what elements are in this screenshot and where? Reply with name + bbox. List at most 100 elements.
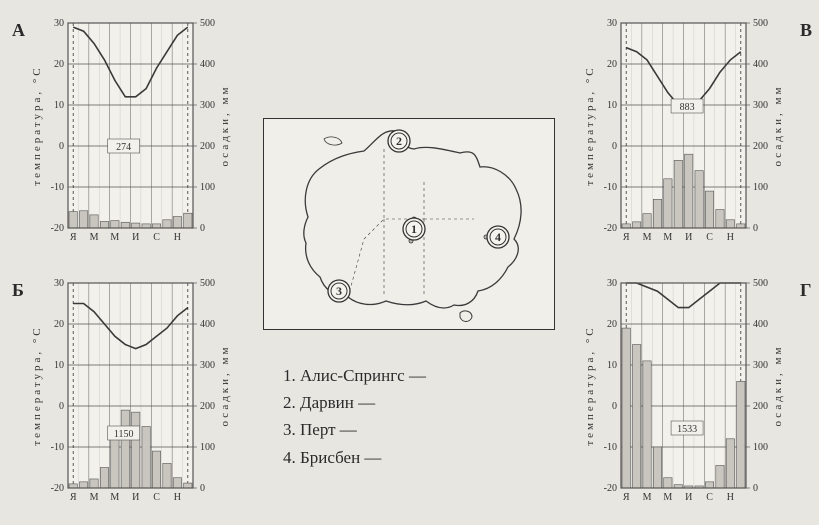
svg-text:И: И [132,492,139,503]
svg-text:М: М [643,232,652,243]
svg-text:С: С [153,492,160,503]
svg-text:400: 400 [753,59,768,70]
svg-text:-10: -10 [604,442,617,453]
climatogram-a: -20-1001020300100200300400500ЯММИСНтемпе… [23,5,238,250]
svg-text:-20: -20 [51,223,64,234]
svg-text:1533: 1533 [677,424,697,435]
svg-text:100: 100 [753,182,768,193]
svg-text:0: 0 [200,483,205,494]
svg-text:200: 200 [753,401,768,412]
svg-text:-20: -20 [604,223,617,234]
climatogram-b: -20-1001020300100200300400500ЯММИСНтемпе… [23,265,238,510]
svg-text:1: 1 [411,222,417,236]
svg-text:500: 500 [753,18,768,29]
svg-text:883: 883 [680,102,695,113]
svg-text:Я: Я [623,232,630,243]
svg-text:300: 300 [200,360,215,371]
svg-text:С: С [706,232,713,243]
svg-text:400: 400 [753,319,768,330]
svg-text:И: И [132,232,139,243]
svg-text:И: И [685,232,692,243]
svg-text:Я: Я [623,492,630,503]
svg-text:500: 500 [753,278,768,289]
svg-text:300: 300 [753,100,768,111]
svg-text:30: 30 [54,278,64,289]
svg-text:М: М [90,232,99,243]
svg-text:-20: -20 [51,483,64,494]
svg-text:Я: Я [70,232,77,243]
svg-text:300: 300 [753,360,768,371]
panel-label-v: В [800,20,812,41]
svg-text:3: 3 [336,284,342,298]
svg-text:Н: Н [727,492,734,503]
svg-text:0: 0 [753,483,758,494]
svg-text:И: И [685,492,692,503]
svg-text:30: 30 [607,278,617,289]
svg-text:-10: -10 [604,182,617,193]
svg-text:С: С [706,492,713,503]
svg-text:10: 10 [54,360,64,371]
svg-text:температура, °C: температура, °C [31,65,43,185]
svg-text:М: М [643,492,652,503]
svg-text:400: 400 [200,319,215,330]
svg-text:20: 20 [607,59,617,70]
legend-item-3: 3. Перт — [283,416,426,443]
legend: 1. Алис-Спрингс — 2. Дарвин — 3. Перт — … [283,362,426,471]
svg-text:30: 30 [607,18,617,29]
svg-text:М: М [663,492,672,503]
svg-text:Н: Н [174,232,181,243]
svg-text:200: 200 [200,141,215,152]
svg-text:20: 20 [607,319,617,330]
svg-text:0: 0 [59,141,64,152]
svg-text:-20: -20 [604,483,617,494]
climatogram-g: -20-1001020300100200300400500ЯММИСНтемпе… [576,265,791,510]
svg-text:осадки, мм: осадки, мм [219,85,231,167]
svg-text:20: 20 [54,59,64,70]
svg-text:Н: Н [727,232,734,243]
svg-text:температура, °C: температура, °C [584,325,596,445]
svg-text:температура, °C: температура, °C [31,325,43,445]
svg-text:500: 500 [200,278,215,289]
svg-text:0: 0 [612,141,617,152]
svg-text:Н: Н [174,492,181,503]
svg-text:200: 200 [200,401,215,412]
svg-text:20: 20 [54,319,64,330]
svg-text:10: 10 [54,100,64,111]
svg-text:10: 10 [607,100,617,111]
svg-text:4: 4 [495,230,501,244]
svg-text:200: 200 [753,141,768,152]
svg-text:М: М [110,492,119,503]
svg-text:10: 10 [607,360,617,371]
svg-text:0: 0 [200,223,205,234]
svg-text:100: 100 [753,442,768,453]
svg-text:500: 500 [200,18,215,29]
svg-text:30: 30 [54,18,64,29]
climatogram-v: -20-1001020300100200300400500ЯММИСНтемпе… [576,5,791,250]
svg-text:М: М [110,232,119,243]
svg-text:-10: -10 [51,442,64,453]
svg-text:М: М [90,492,99,503]
legend-item-1: 1. Алис-Спрингс — [283,362,426,389]
australia-map: 1 2 3 4 [263,118,555,330]
svg-text:осадки, мм: осадки, мм [772,345,784,427]
svg-text:температура, °C: температура, °C [584,65,596,185]
svg-text:осадки, мм: осадки, мм [219,345,231,427]
svg-text:1150: 1150 [114,429,134,440]
svg-text:0: 0 [59,401,64,412]
svg-text:100: 100 [200,182,215,193]
svg-text:0: 0 [612,401,617,412]
svg-text:0: 0 [753,223,758,234]
svg-text:-10: -10 [51,182,64,193]
svg-text:М: М [663,232,672,243]
panel-label-g: Г [800,280,811,301]
svg-text:С: С [153,232,160,243]
svg-text:Я: Я [70,492,77,503]
svg-text:274: 274 [116,142,131,153]
svg-text:2: 2 [396,134,402,148]
svg-text:100: 100 [200,442,215,453]
svg-text:осадки, мм: осадки, мм [772,85,784,167]
svg-text:400: 400 [200,59,215,70]
legend-item-4: 4. Брисбен — [283,444,426,471]
legend-item-2: 2. Дарвин — [283,389,426,416]
svg-text:300: 300 [200,100,215,111]
